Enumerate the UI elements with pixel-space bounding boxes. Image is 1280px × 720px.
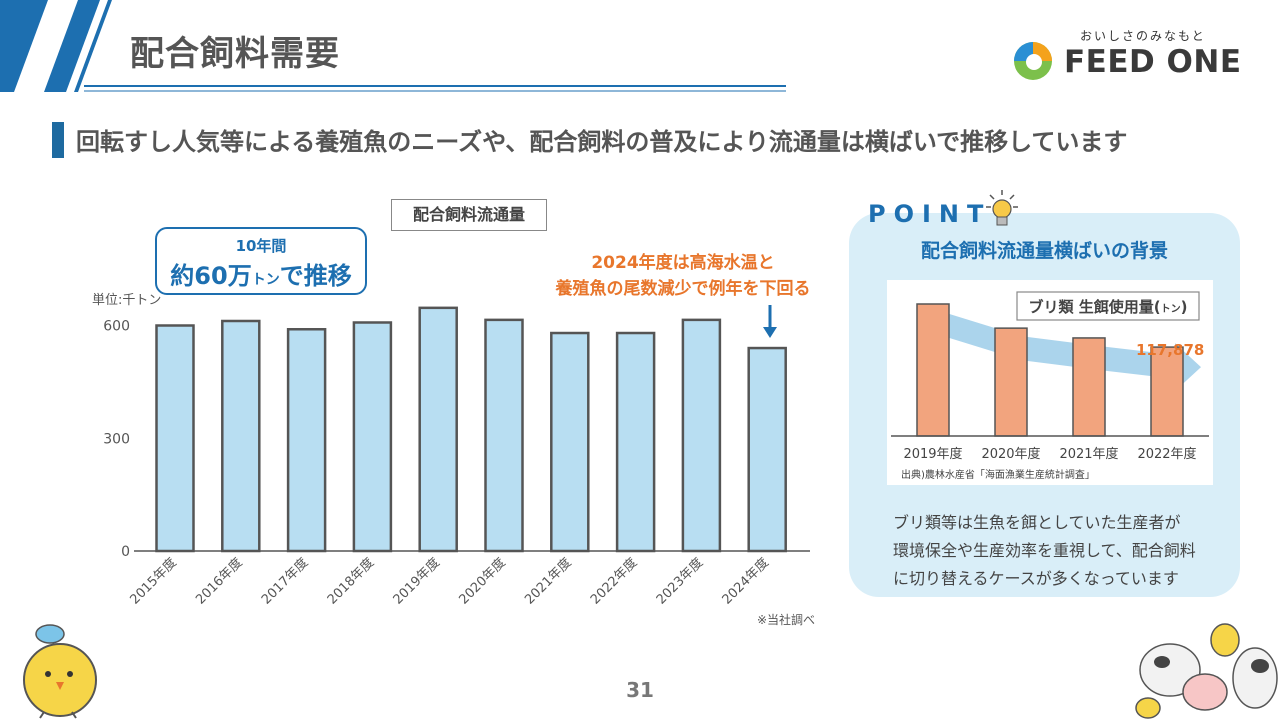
bar: [352, 321, 393, 553]
inset-source-note: 出典)農林水産省「海面漁業生産統計調査」: [901, 468, 1095, 481]
inset-bar: [1072, 337, 1106, 437]
x-tick-label: 2017年度: [258, 555, 311, 608]
inset-bar: [994, 327, 1028, 437]
inset-x-label: 2022年度: [1137, 446, 1196, 462]
callout-amount: 約60万トンで推移: [170, 262, 352, 290]
farm-animals-mascot-icon: [1135, 623, 1278, 719]
2024-note-line1: 2024年度は高海水温と: [591, 253, 775, 273]
page-title: 配合飼料需要: [130, 34, 340, 74]
bar: [155, 324, 195, 553]
bar: [286, 328, 327, 553]
logo-tagline: おいしさのみなもと: [1080, 29, 1206, 43]
y-tick-label: 0: [121, 544, 130, 560]
bar: [221, 319, 261, 553]
chart-title-box: 配合飼料流通量: [391, 199, 547, 231]
header-band: [0, 0, 786, 92]
y-tick-label: 300: [103, 431, 130, 447]
x-tick-label: 2020年度: [456, 555, 509, 608]
point-description: ブリ類等は生魚を餌としていた生産者が 環境保全や生産効率を重視して、配合飼料 に…: [893, 509, 1233, 593]
x-tick-label: 2022年度: [587, 555, 640, 608]
callout-period: 10年間: [235, 237, 287, 255]
x-tick-label: 2023年度: [653, 555, 706, 608]
y-tick-label: 600: [103, 319, 130, 335]
inset-bar: [1150, 346, 1184, 437]
buri-inset-chart: ブリ類 生餌使用量(トン) 2019年度 2020年度 2021年度 2022年度 1…: [887, 280, 1213, 485]
down-arrow-icon: [763, 305, 777, 338]
x-tick-label: 2021年度: [522, 555, 575, 608]
x-tick-label: 2019年度: [390, 555, 443, 608]
point-desc-line1: ブリ類等は生魚を餌としていた生産者が: [893, 513, 1181, 532]
feed-one-logo-icon: [1014, 42, 1052, 80]
point-label: POINT: [868, 200, 992, 228]
slide-subtitle: 回転すし人気等による養殖魚のニーズや、配合飼料の普及により流通量は横ばいで推移し…: [76, 128, 1128, 156]
logo-name: FEED ONE: [1064, 44, 1242, 80]
bar: [681, 318, 722, 553]
chick-mascot-icon: [23, 624, 97, 719]
unit-label: 単位:千トン: [92, 292, 161, 308]
x-tick-label: 2016年度: [193, 555, 246, 608]
inset-title: ブリ類 生餌使用量(トン): [1029, 298, 1188, 316]
2024-note-line2: 養殖魚の尾数減少で例年を下回る: [555, 279, 811, 299]
bar: [418, 306, 458, 553]
lightbulb-icon: [986, 190, 1018, 226]
x-tick-label: 2015年度: [127, 555, 180, 608]
bar: [484, 318, 524, 553]
inset-bar: [916, 303, 950, 437]
x-tick-label: 2018年度: [324, 555, 377, 608]
point-heading: 配合飼料流通量横ばいの背景: [920, 240, 1168, 262]
inset-x-label: 2021年度: [1059, 446, 1118, 462]
x-tick-label: 2024年度: [719, 555, 772, 608]
bar: [615, 331, 656, 553]
inset-title-box: [1016, 291, 1200, 321]
inset-x-label: 2019年度: [903, 446, 962, 462]
point-desc-line3: に切り替えるケースが多くなっています: [893, 569, 1179, 588]
point-desc-line2: 環境保全や生産効率を重視して、配合飼料: [893, 541, 1196, 560]
source-note: ※当社調べ: [757, 613, 816, 627]
2024-note: 2024年度は高海水温と 養殖魚の尾数減少で例年を下回る: [548, 250, 818, 302]
page-number: 31: [626, 678, 654, 702]
bar: [550, 331, 590, 553]
inset-x-label: 2020年度: [981, 446, 1040, 462]
ten-year-callout: 10年間 約60万トンで推移: [155, 227, 367, 295]
bar: [747, 346, 787, 553]
subtitle-accent-bar: [52, 122, 64, 158]
inset-value-label: 117,878: [1136, 341, 1204, 359]
